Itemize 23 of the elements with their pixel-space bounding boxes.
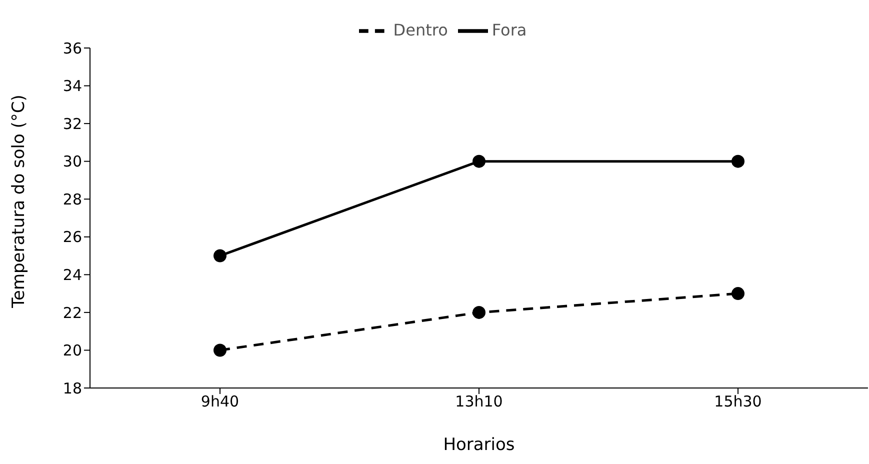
legend-label: Dentro	[393, 20, 448, 40]
y-tick-label: 20	[62, 342, 82, 360]
legend-label: Fora	[492, 20, 527, 40]
y-axis-title: Temperatura do solo (°C)	[9, 94, 30, 309]
y-tick-label: 36	[62, 39, 82, 58]
y-tick-label: 22	[62, 304, 82, 322]
point	[214, 249, 226, 262]
x-tick-label: 9h40	[200, 392, 240, 411]
y-tick-label: 24	[62, 266, 82, 284]
x-axis-title: Horarios	[443, 435, 515, 456]
point	[732, 287, 744, 300]
y-tick-label: 32	[62, 114, 82, 133]
y-tick-label: 18	[62, 379, 82, 398]
y-tick-label: 34	[62, 77, 82, 96]
x-tick-label: 15h30	[714, 392, 762, 411]
y-tick-label: 28	[62, 190, 82, 208]
point	[732, 154, 744, 168]
point	[472, 154, 486, 168]
point	[214, 344, 226, 357]
x-tick-label: 13h10	[455, 392, 503, 411]
y-tick-label: 30	[62, 152, 82, 171]
y-tick-label: 26	[62, 228, 82, 246]
point	[472, 306, 486, 319]
